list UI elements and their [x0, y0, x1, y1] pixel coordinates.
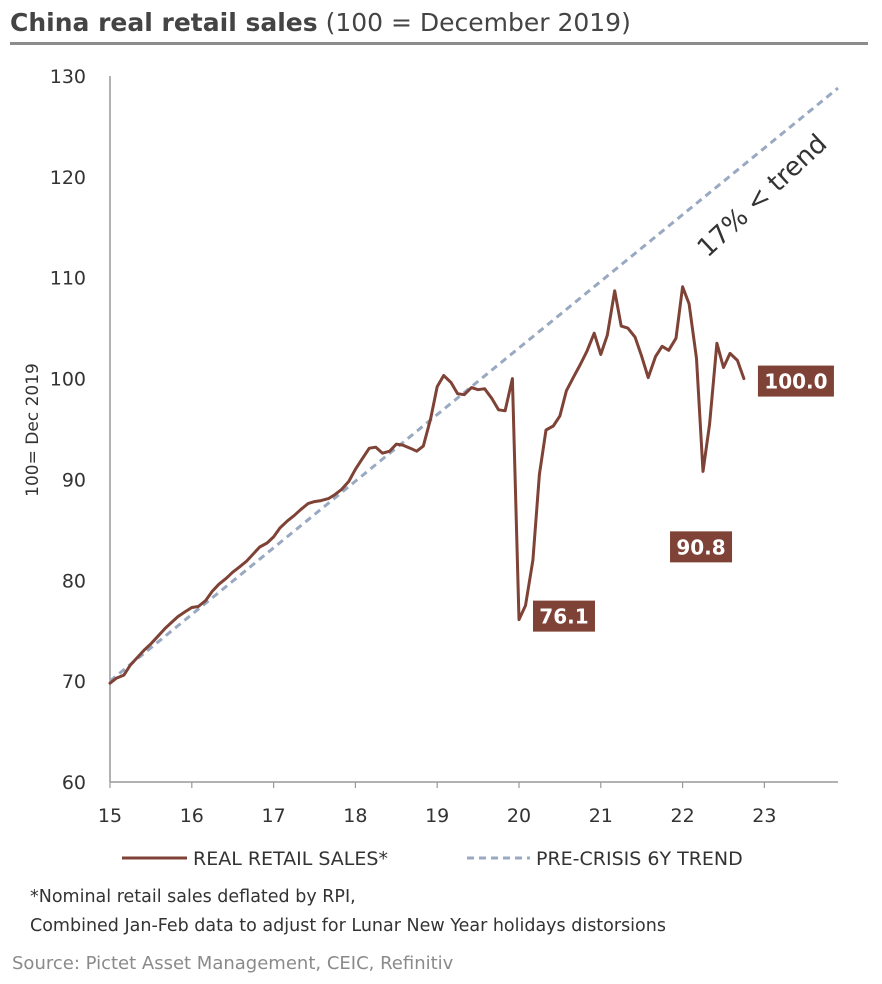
- legend: REAL RETAIL SALES* PRE-CRISIS 6Y TREND: [122, 848, 743, 870]
- source-note: Source: Pictet Asset Management, CEIC, R…: [12, 953, 454, 974]
- value-callout: 76.1: [532, 600, 595, 632]
- trend-line: [109, 86, 839, 683]
- callout-box: [670, 531, 733, 563]
- x-tick-label: 20: [507, 805, 531, 827]
- callout-box: [532, 600, 595, 632]
- chart-title: China real retail sales (100 = December …: [10, 8, 631, 37]
- retail-sales-line: [108, 285, 746, 685]
- x-tick-label: 22: [670, 805, 694, 827]
- callout-value: 90.8: [676, 535, 725, 559]
- x-tick-label: 16: [180, 805, 204, 827]
- x-tick-label: 19: [425, 805, 449, 827]
- x-tick-label: 23: [752, 805, 776, 827]
- footnote-line-2: Combined Jan-Feb data to adjust for Luna…: [30, 916, 666, 936]
- legend-label: PRE-CRISIS 6Y TREND: [536, 848, 743, 870]
- chart-title-main: China real retail sales: [10, 8, 318, 37]
- y-tick-label: 90: [62, 469, 86, 491]
- y-tick-label: 120: [50, 167, 86, 189]
- x-tick-label: 15: [98, 805, 122, 827]
- value-callout: 100.0: [757, 365, 834, 397]
- y-tick-labels: 60 70 80 90 100 110 120 130: [50, 66, 86, 794]
- title-divider: [10, 42, 868, 45]
- y-tick-label: 70: [62, 671, 86, 693]
- value-callouts: 76.1 90.8 100.0: [532, 365, 834, 632]
- x-tick-label: 17: [262, 805, 286, 827]
- legend-item: PRE-CRISIS 6Y TREND: [467, 848, 743, 870]
- y-tick-label: 110: [50, 268, 86, 290]
- y-tick-label: 130: [50, 66, 86, 88]
- x-tick-label: 18: [343, 805, 367, 827]
- value-callout: 90.8: [670, 531, 733, 563]
- callout-value: 76.1: [539, 605, 588, 629]
- y-axis-label: 100= Dec 2019: [23, 363, 43, 497]
- axes: [109, 76, 838, 783]
- footnote-line-1: *Nominal retail sales deflated by RPI,: [30, 887, 356, 907]
- x-tick-labels: 15 16 17 18 19 20 21 22 23: [98, 782, 776, 827]
- legend-item: REAL RETAIL SALES*: [122, 848, 388, 870]
- callout-box: [757, 365, 834, 397]
- y-tick-label: 80: [62, 570, 86, 592]
- series-lines: [108, 86, 839, 685]
- legend-label: REAL RETAIL SALES*: [193, 848, 388, 870]
- chart-title-sub: (100 = December 2019): [317, 8, 631, 37]
- x-tick-label: 21: [589, 805, 613, 827]
- y-tick-label: 100: [50, 369, 86, 391]
- callout-value: 100.0: [764, 370, 827, 394]
- y-tick-label: 60: [62, 772, 86, 794]
